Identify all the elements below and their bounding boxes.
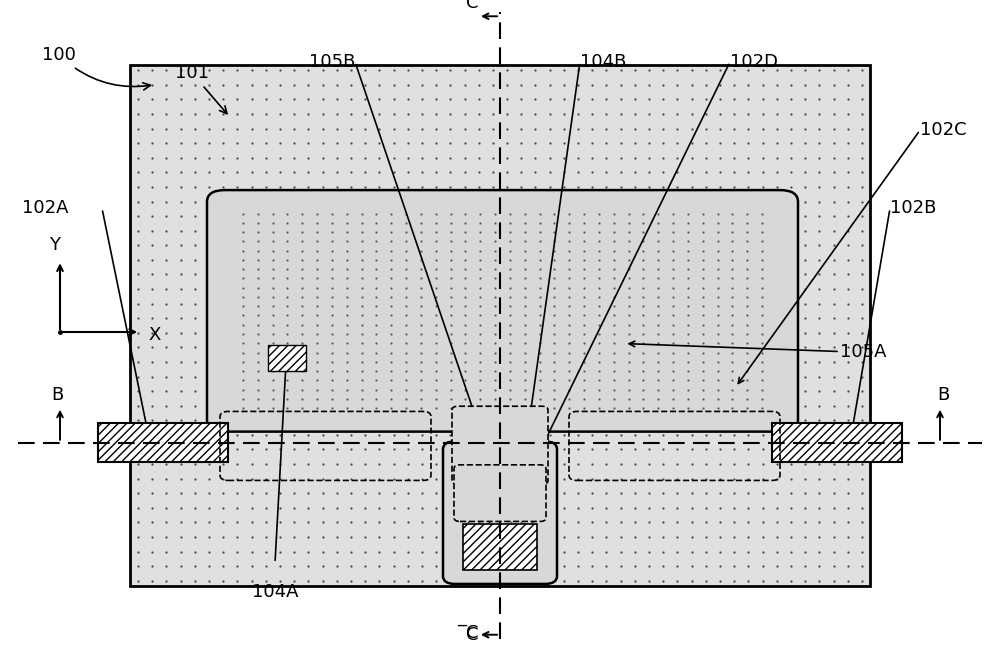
Text: 102B: 102B xyxy=(890,199,936,217)
Text: 104A: 104A xyxy=(252,583,298,601)
Text: X: X xyxy=(148,326,160,344)
Bar xyxy=(130,65,870,586)
Bar xyxy=(463,524,537,570)
Text: C: C xyxy=(466,626,478,644)
FancyBboxPatch shape xyxy=(452,406,548,484)
FancyBboxPatch shape xyxy=(443,441,557,584)
Text: 102A: 102A xyxy=(22,199,68,217)
Text: ̅C: ̅C xyxy=(466,624,478,642)
Text: 105B: 105B xyxy=(309,53,355,71)
Text: 102C: 102C xyxy=(920,121,967,139)
FancyBboxPatch shape xyxy=(454,465,546,521)
Bar xyxy=(772,423,902,462)
Text: 100: 100 xyxy=(42,46,150,90)
Text: 101: 101 xyxy=(175,64,227,114)
Text: B: B xyxy=(937,385,949,404)
Text: C: C xyxy=(466,0,478,12)
Text: 104B: 104B xyxy=(580,53,626,71)
Bar xyxy=(98,423,228,462)
Bar xyxy=(268,345,306,371)
Text: Y: Y xyxy=(50,236,60,254)
Text: 102D: 102D xyxy=(730,53,778,71)
FancyBboxPatch shape xyxy=(207,190,798,432)
Text: 105A: 105A xyxy=(840,342,887,361)
Text: B: B xyxy=(51,385,63,404)
